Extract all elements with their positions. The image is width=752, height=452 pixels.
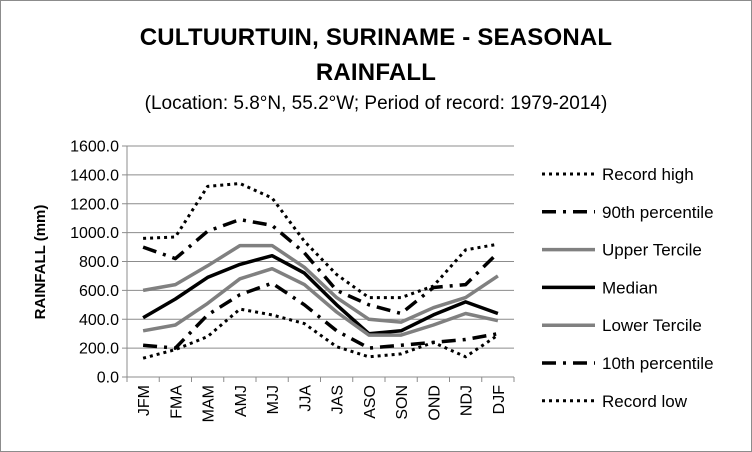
x-tick-label: AMJ [233, 385, 250, 417]
legend-label-90th-percentile: 90th percentile [602, 203, 714, 222]
legend-label-median: Median [602, 278, 658, 297]
chart-title-line-2: RAINFALL [315, 59, 437, 86]
y-tick-label: 400.0 [79, 312, 119, 329]
y-tick-label: 600.0 [79, 283, 119, 300]
legend-label-record-low: Record low [602, 392, 688, 411]
y-tick-label: 0.0 [97, 370, 119, 387]
x-tick-label: DJF [491, 385, 508, 415]
x-tick-label: JJA [297, 385, 314, 412]
y-tick-label: 800.0 [79, 254, 119, 271]
y-axis-label: RAINFALL (mm) [32, 205, 49, 320]
legend: Record high 90th percentile Upper Tercile M… [542, 165, 714, 411]
x-tick-label: JFM [136, 385, 153, 416]
axes: 0.0 200.0 400.0 600.0 800.0 1000.0 1200.0 1400.… [70, 139, 515, 422]
x-tick-label: MJJ [265, 385, 282, 414]
x-tick-label: MAM [201, 385, 218, 422]
y-tick-label: 1600.0 [70, 139, 119, 156]
chart-title-line-1: CULTUURTUIN, SURINAME - SEASONAL [139, 24, 613, 51]
x-tick-label: OND [426, 385, 443, 421]
legend-label-upper-tercile: Upper Tercile [602, 241, 702, 260]
x-tick-label: SON [394, 385, 411, 420]
legend-label-record-high: Record high [602, 165, 694, 184]
x-tick-label: NDJ [459, 385, 476, 416]
legend-label-lower-tercile: Lower Tercile [602, 316, 702, 335]
x-tick-label: FMA [168, 385, 185, 419]
x-tick-label: JAS [330, 385, 347, 414]
chart-subtitle: (Location: 5.8°N, 55.2°W; Period of reco… [144, 93, 608, 114]
series-line-90th-percentile [142, 217, 500, 316]
legend-label-10th-percentile: 10th percentile [602, 354, 714, 373]
series-lines [142, 182, 500, 360]
series-line-median [142, 253, 499, 336]
series-line-10th-percentile [142, 281, 499, 350]
series-line-lower-tercile [142, 266, 499, 337]
series-line-upper-tercile [142, 243, 499, 324]
y-tick-label: 1000.0 [70, 225, 119, 242]
y-tick-label: 1400.0 [70, 167, 119, 184]
y-tick-label: 1200.0 [70, 196, 119, 213]
y-tick-label: 200.0 [79, 341, 119, 358]
series-line-record-low [142, 307, 499, 360]
x-tick-label: ASO [362, 385, 379, 419]
